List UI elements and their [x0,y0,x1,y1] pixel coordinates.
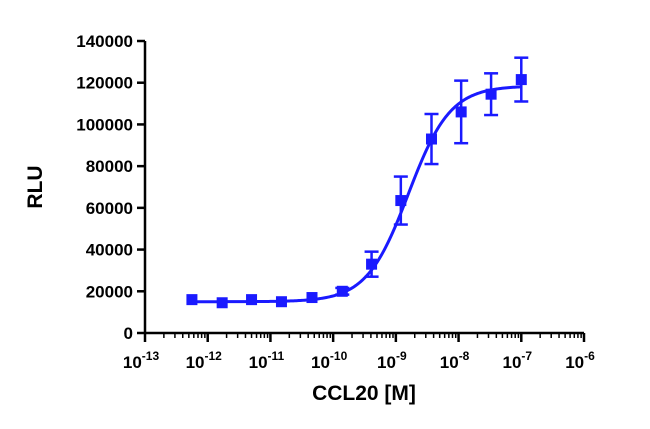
x-tick-label: 10-6 [565,349,595,372]
data-points [186,56,529,309]
y-tick-label: 60000 [86,199,133,218]
fit-curve [191,85,522,304]
data-marker [246,294,258,306]
data-point [364,250,379,278]
y-tick-label: 0 [124,324,133,343]
x-tick-label: 10-13 [123,349,160,372]
data-point [306,292,318,304]
data-marker [455,106,467,118]
data-point [393,175,408,226]
data-point [275,296,287,308]
data-marker [485,88,497,100]
data-marker [425,133,437,145]
y-tick-label: 120000 [76,74,133,93]
x-tick-label: 10-10 [311,349,348,372]
x-tick-label: 10-8 [440,349,470,372]
y-tick-label: 80000 [86,157,133,176]
data-point [186,294,198,306]
x-ticks: 10-13 10-12 10-11 10-10 10-9 10-8 10-7 10-6 [123,333,595,372]
data-point [246,294,258,306]
data-marker [336,285,348,297]
y-ticks: 0 20000 40000 60000 80000 100000 120000 140000 [76,32,145,343]
data-point [514,56,529,103]
x-tick-label: 10-11 [249,349,285,372]
x-tick-label: 10-7 [502,349,532,372]
data-marker [186,294,198,306]
data-marker [515,74,527,86]
y-axis-label: RLU [24,165,47,208]
x-tick-label: 10-12 [186,349,223,372]
x-axis-label: CCL20 [M] [312,382,416,405]
data-marker [216,297,228,309]
y-tick-label: 100000 [76,115,133,134]
x-tick-label: 10-9 [377,349,407,372]
data-marker [366,258,378,270]
data-marker [395,195,407,207]
y-tick-label: 140000 [76,32,133,51]
data-point [484,72,499,117]
y-tick-label: 40000 [86,241,133,260]
y-tick-label: 20000 [86,282,133,301]
axes [143,41,584,335]
data-point [424,112,439,166]
data-point [216,297,228,309]
data-point [335,285,350,297]
data-point [454,79,469,145]
data-marker [306,292,318,304]
data-marker [275,296,287,308]
